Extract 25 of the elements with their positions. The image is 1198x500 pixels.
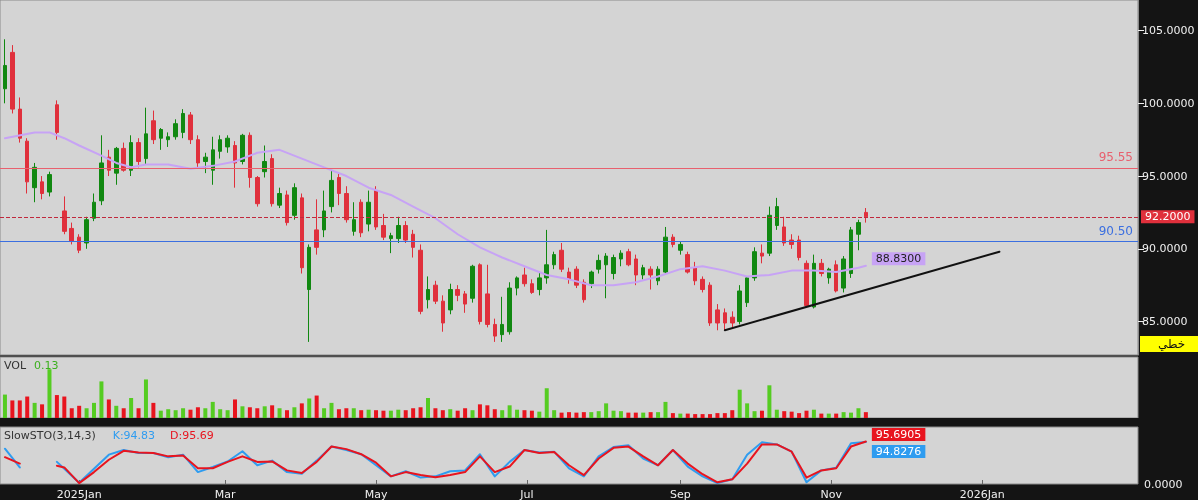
ref-line-label: 95.55 <box>1098 150 1133 165</box>
text: خطي <box>1158 337 1186 351</box>
series-label: D:95.69 <box>170 429 214 442</box>
annotation: 0.13 <box>34 359 59 372</box>
text: 0.0000 <box>1144 477 1183 491</box>
x-tick-label: Jul <box>519 488 534 500</box>
chart-title: SlowSTO(3,14,3) <box>4 429 96 442</box>
y-tick-label: 85.0000 <box>1142 315 1188 329</box>
y-tick-label: 90.0000 <box>1142 242 1188 256</box>
series-label: K:94.83 <box>112 429 156 442</box>
x-tick-label: Sep <box>669 488 691 500</box>
y-tick-label: 95.0000 <box>1142 169 1188 183</box>
x-tick-label: May <box>364 488 388 500</box>
ref-line-label: 90.50 <box>1098 223 1133 238</box>
annotation: 94.8276 <box>875 444 922 458</box>
x-tick-label: Nov <box>820 488 843 500</box>
x-tick-label: 2025Jan <box>56 488 102 500</box>
data-label: 88.8300 <box>875 252 922 266</box>
y-tick-label: 105.0000 <box>1142 24 1195 38</box>
text: 92.2000 <box>1145 210 1191 224</box>
annotation: 95.6905 <box>875 427 922 441</box>
x-tick-label: 2026Jan <box>959 488 1005 500</box>
y-tick-label: 100.0000 <box>1142 96 1195 110</box>
chart-title: VOL <box>4 359 27 372</box>
x-tick-label: Mar <box>214 488 236 500</box>
